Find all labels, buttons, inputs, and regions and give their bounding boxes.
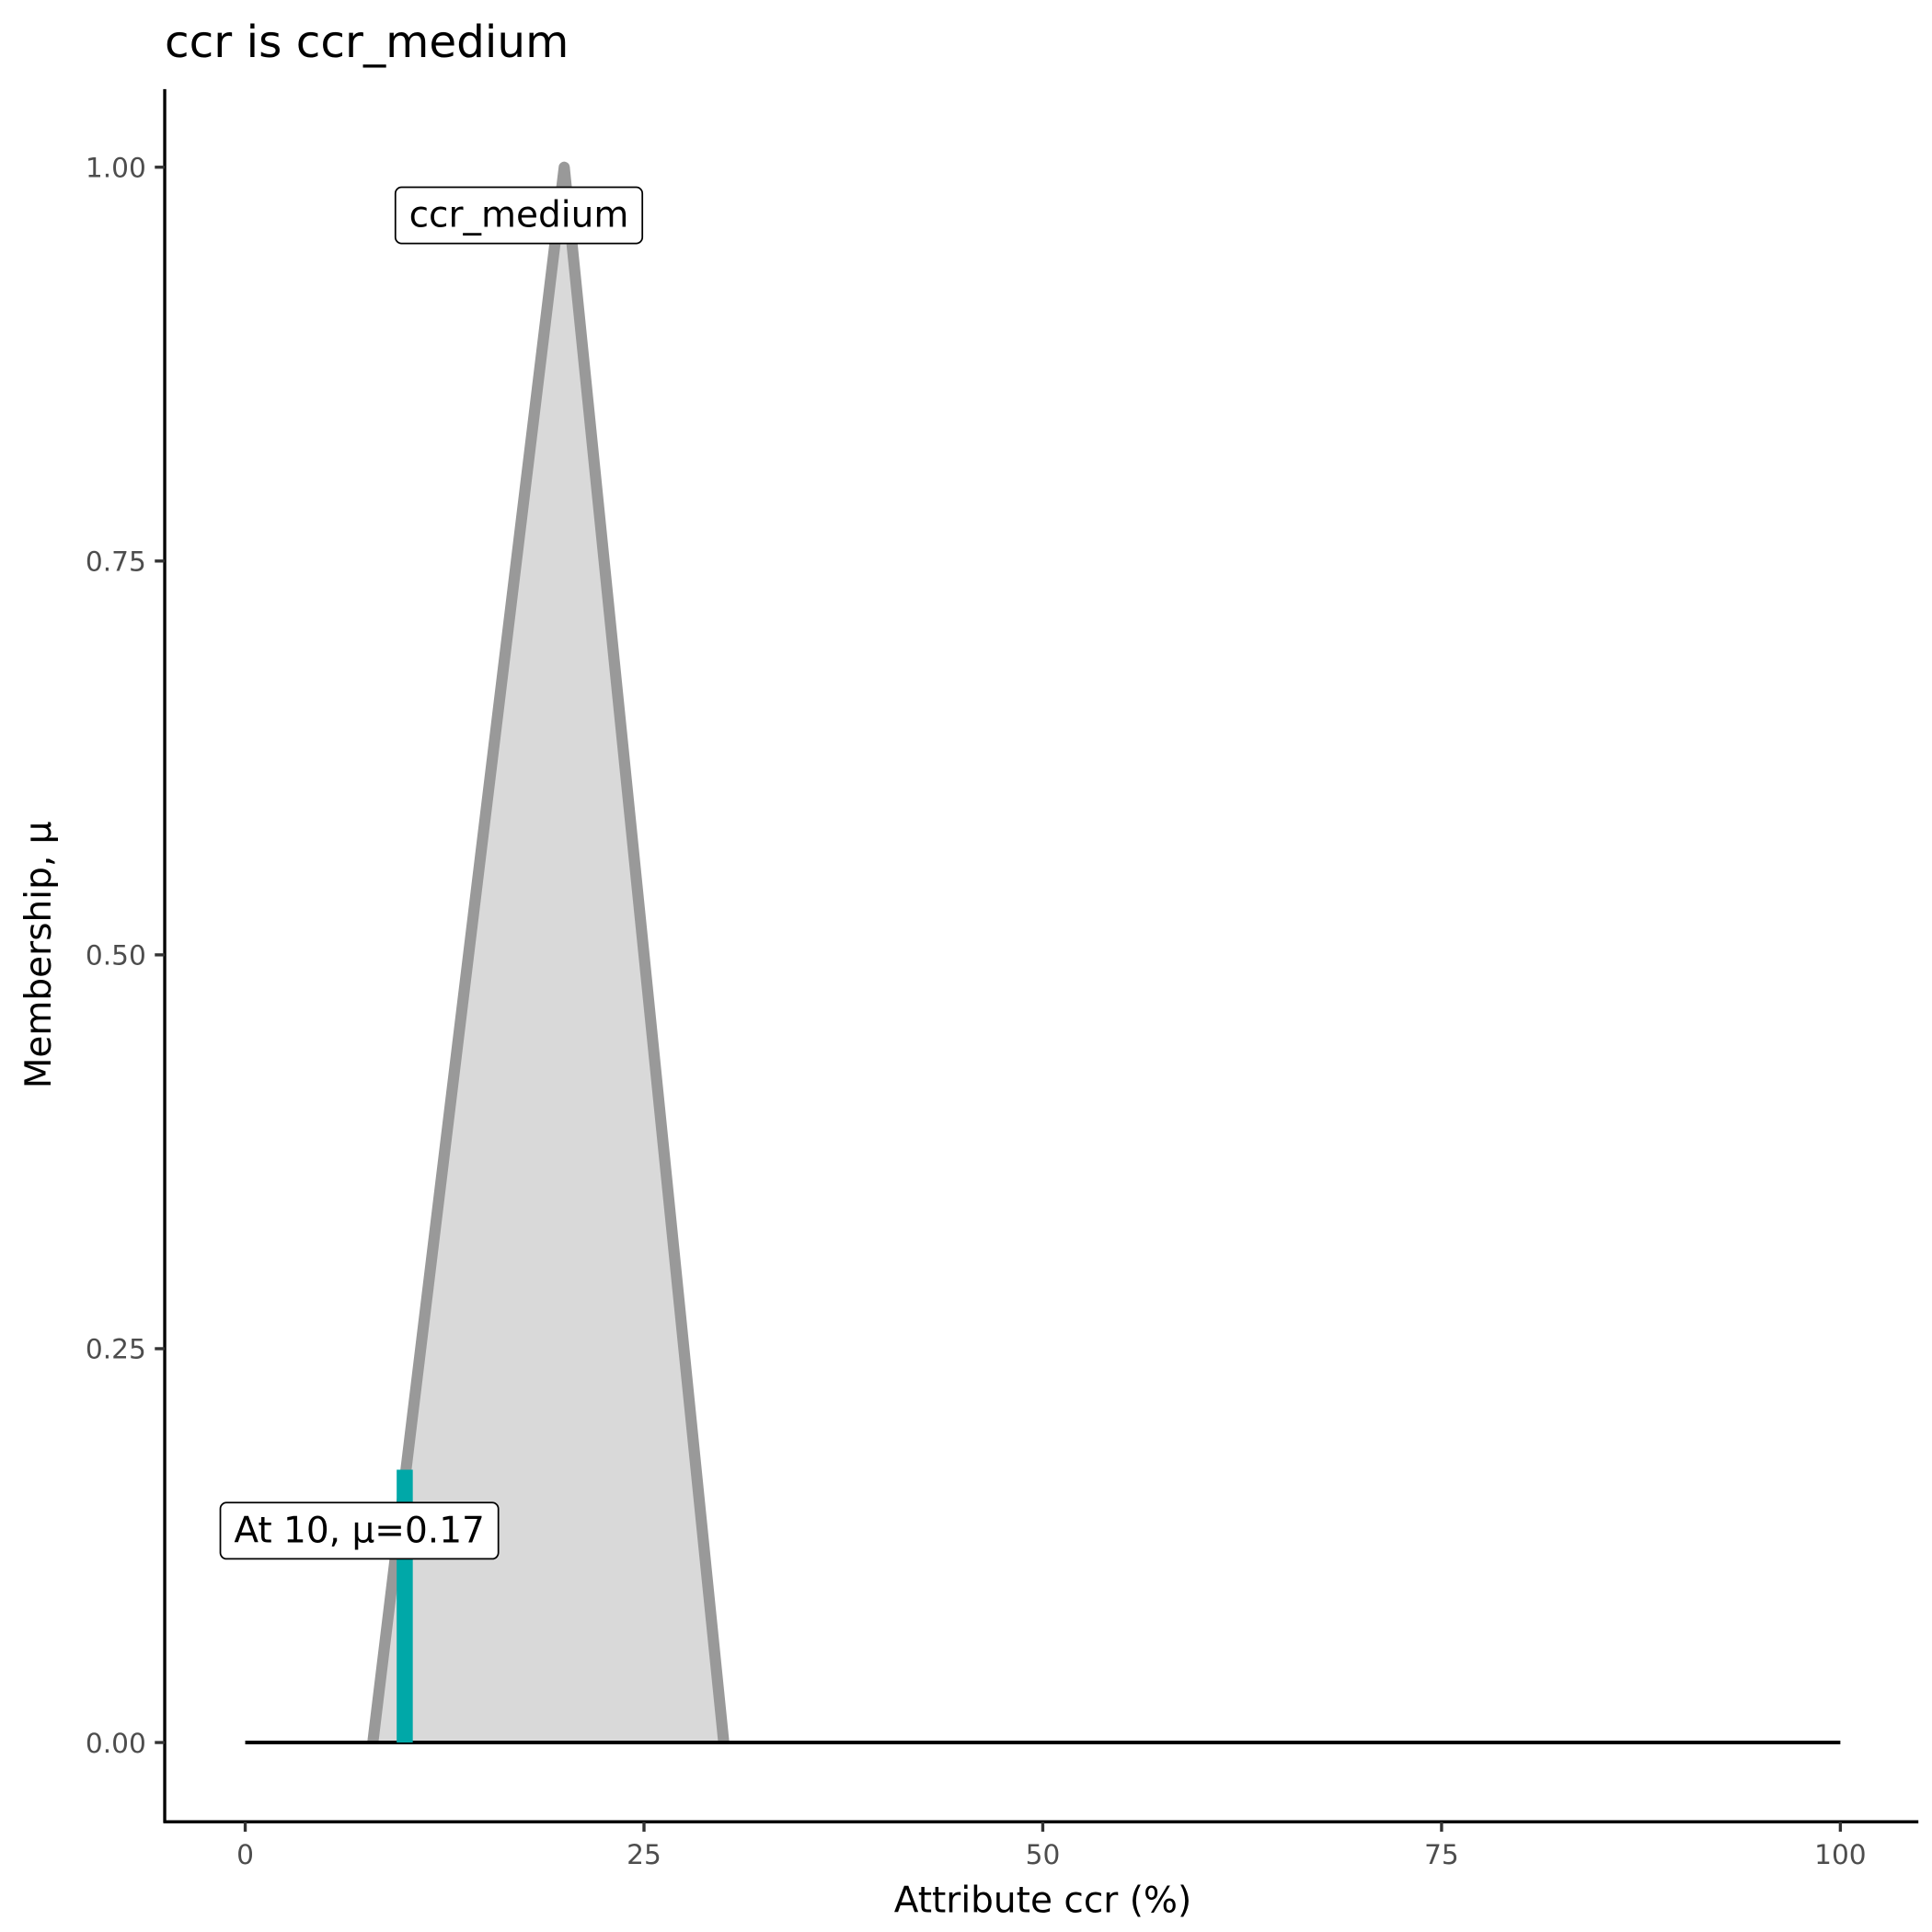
chart-title: ccr is ccr_medium [165, 17, 569, 68]
y-tick-label: 0.75 [86, 546, 146, 578]
x-axis-title: Attribute ccr (%) [894, 1880, 1192, 1921]
plot-area: ccr_medium At 10, μ=0.17 [219, 161, 1841, 1745]
membership-area [373, 167, 724, 1743]
y-tick-label: 0.25 [86, 1334, 146, 1365]
annotation-label: ccr_medium [394, 186, 644, 245]
membership-line [367, 161, 730, 1743]
x-tick-label: 25 [627, 1839, 661, 1870]
x-tick-label: 75 [1424, 1839, 1459, 1870]
x-tick-label: 0 [236, 1839, 254, 1870]
annotation-box [219, 1501, 500, 1560]
annotation-text: ccr_medium [409, 195, 629, 236]
y-tick-label: 0.50 [86, 940, 146, 972]
x-tick-label: 100 [1814, 1839, 1867, 1870]
annotation-box [394, 186, 644, 245]
y-tick-label: 1.00 [86, 153, 146, 184]
annotation-label: At 10, μ=0.17 [219, 1501, 500, 1560]
annotation-text: At 10, μ=0.17 [234, 1510, 485, 1551]
y-axis-title: Membership, μ [18, 821, 60, 1088]
x-tick-label: 50 [1026, 1839, 1061, 1870]
y-tick-label: 0.00 [86, 1728, 146, 1759]
axis-ticks: 0 25 50 75 100 0.00 0.25 0.50 0.75 1.00 [86, 153, 1867, 1870]
